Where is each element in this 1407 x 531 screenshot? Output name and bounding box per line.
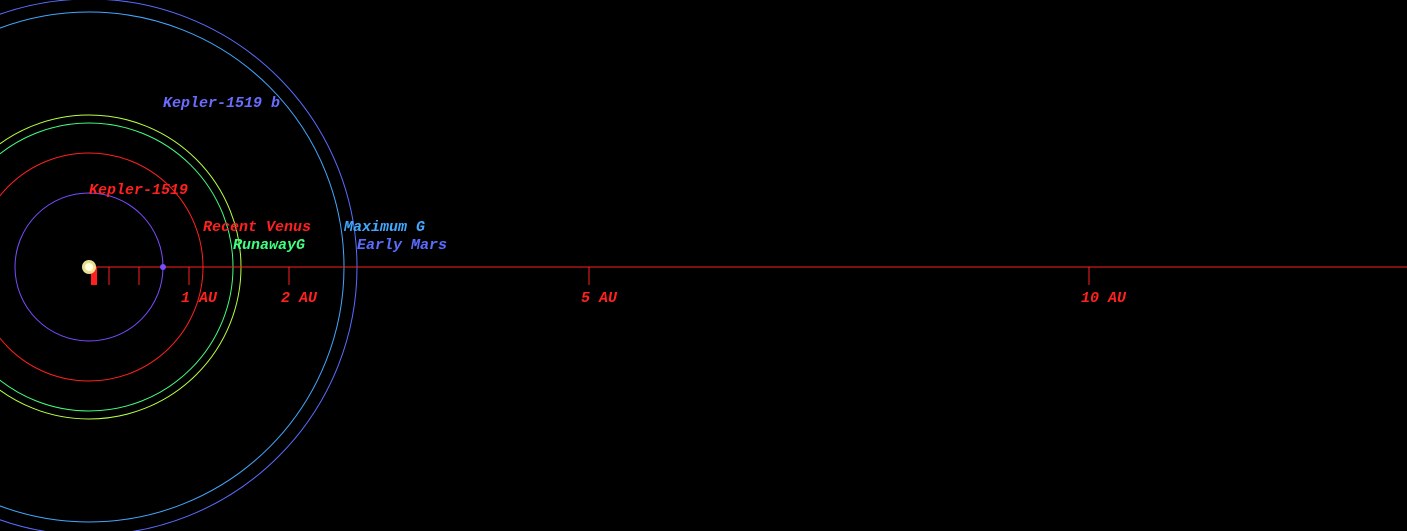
tick-label: 2 AU	[281, 290, 318, 307]
star	[85, 263, 93, 271]
star-label: Kepler-1519	[89, 182, 188, 199]
planet-label: Kepler-1519 b	[163, 95, 280, 112]
zone-label: Recent Venus	[203, 219, 311, 236]
zone-label: RunawayG	[233, 237, 305, 254]
zone-label: Early Mars	[357, 237, 447, 254]
tick-label: 1 AU	[181, 290, 218, 307]
zone-orbit	[0, 0, 358, 531]
tick-label: 10 AU	[1081, 290, 1127, 307]
tick-label: 5 AU	[581, 290, 618, 307]
planet	[160, 264, 166, 270]
zone-label: Maximum G	[343, 219, 425, 236]
